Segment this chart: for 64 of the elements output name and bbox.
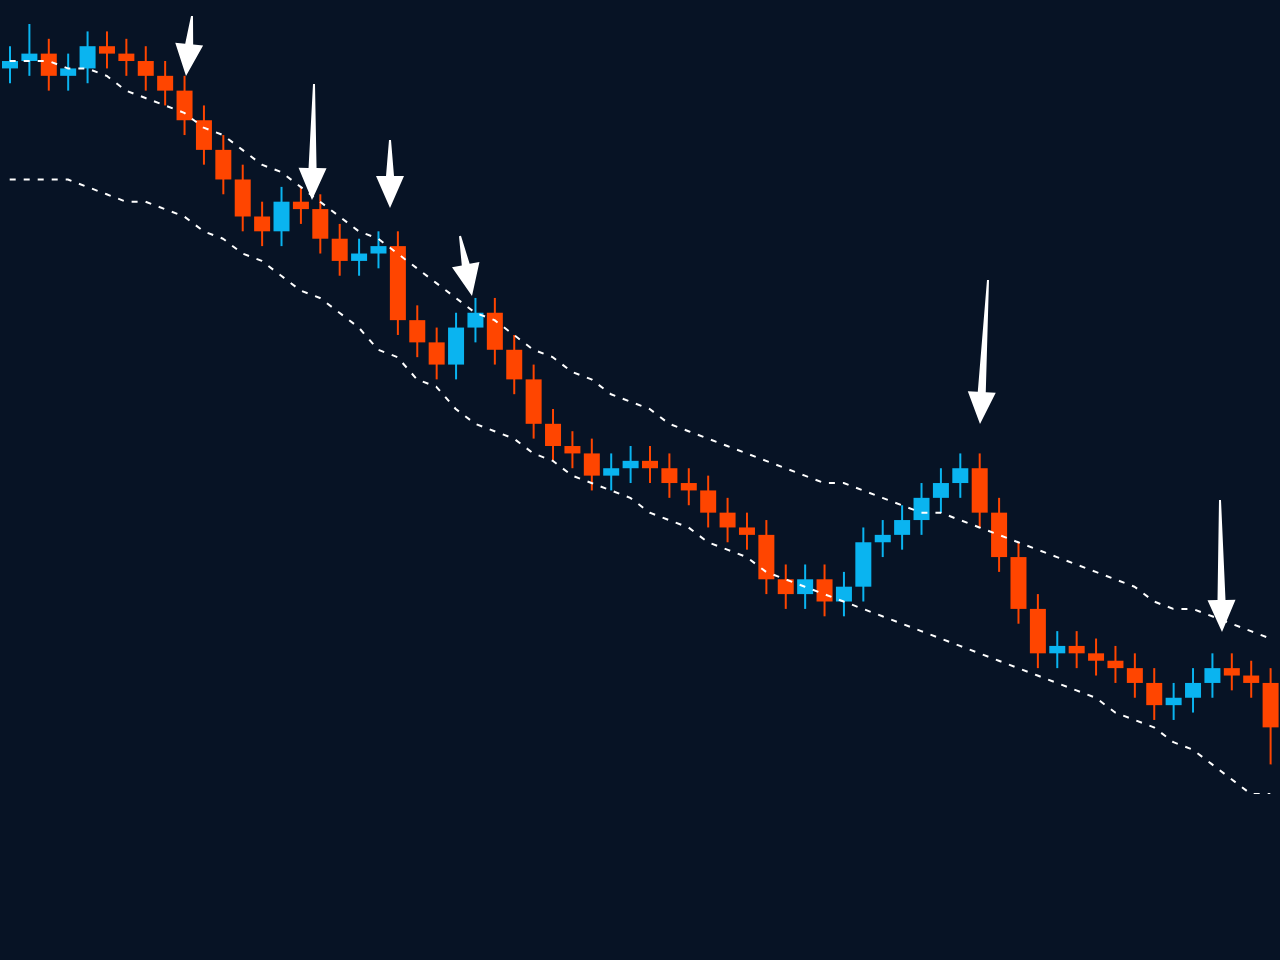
candlestick xyxy=(564,430,581,470)
candlestick xyxy=(603,452,620,492)
candlestick xyxy=(292,185,309,225)
candlestick xyxy=(855,526,872,603)
candlestick xyxy=(777,563,794,610)
candlestick xyxy=(40,37,57,92)
candlestick xyxy=(1262,667,1279,766)
candlestick xyxy=(428,326,445,381)
candlestick xyxy=(506,333,523,396)
candlestick xyxy=(157,60,174,107)
candlestick xyxy=(835,570,852,618)
candlestick xyxy=(952,452,969,499)
candlestick xyxy=(448,311,465,381)
candlestick xyxy=(2,45,18,85)
candlestick xyxy=(312,193,329,255)
candlestick xyxy=(1185,667,1202,714)
candlestick xyxy=(991,496,1008,573)
candlestick xyxy=(1204,652,1221,699)
candlestick xyxy=(1029,593,1046,670)
candlestick xyxy=(370,230,387,270)
candlestick xyxy=(273,185,290,248)
candlestick xyxy=(21,24,38,77)
candlestick xyxy=(932,467,949,514)
candlestick xyxy=(680,467,697,507)
candlestick xyxy=(1068,630,1085,670)
candlestick xyxy=(874,519,891,559)
candlestick xyxy=(98,30,115,70)
candlestick xyxy=(1243,659,1260,699)
candlestick xyxy=(118,37,135,77)
candlestick xyxy=(234,163,251,233)
candlestick xyxy=(797,563,814,610)
candlestick xyxy=(894,504,911,551)
candlestick xyxy=(583,437,600,492)
candlestick xyxy=(525,363,542,440)
candlestick xyxy=(971,452,988,529)
candlestick xyxy=(642,445,658,485)
candlestick xyxy=(622,445,639,485)
candlestick xyxy=(254,200,271,248)
candlestick xyxy=(700,474,717,529)
candlestick xyxy=(1223,652,1240,692)
candlestick xyxy=(1126,652,1143,699)
candlestick xyxy=(758,519,775,596)
candlestick xyxy=(215,134,232,196)
candlestick xyxy=(137,45,154,92)
candlestick xyxy=(1146,667,1163,721)
candlestick xyxy=(816,563,833,618)
candlestick xyxy=(60,52,77,92)
candlestick xyxy=(738,511,755,551)
candlestick xyxy=(545,408,562,462)
candlestick xyxy=(1107,644,1124,684)
candlestick xyxy=(467,296,484,344)
candlestick xyxy=(79,30,96,85)
candlestick xyxy=(409,304,426,359)
candlestick xyxy=(486,296,503,366)
candlestick xyxy=(1049,630,1066,670)
candlestick xyxy=(1165,681,1182,721)
candlestick xyxy=(351,237,368,277)
candlestick xyxy=(176,74,193,137)
candlestick xyxy=(913,482,930,536)
candlestick xyxy=(331,222,348,277)
candlestick xyxy=(1088,637,1105,677)
candlestick xyxy=(661,452,678,499)
candlestick xyxy=(195,104,212,166)
candlestick xyxy=(719,496,736,544)
